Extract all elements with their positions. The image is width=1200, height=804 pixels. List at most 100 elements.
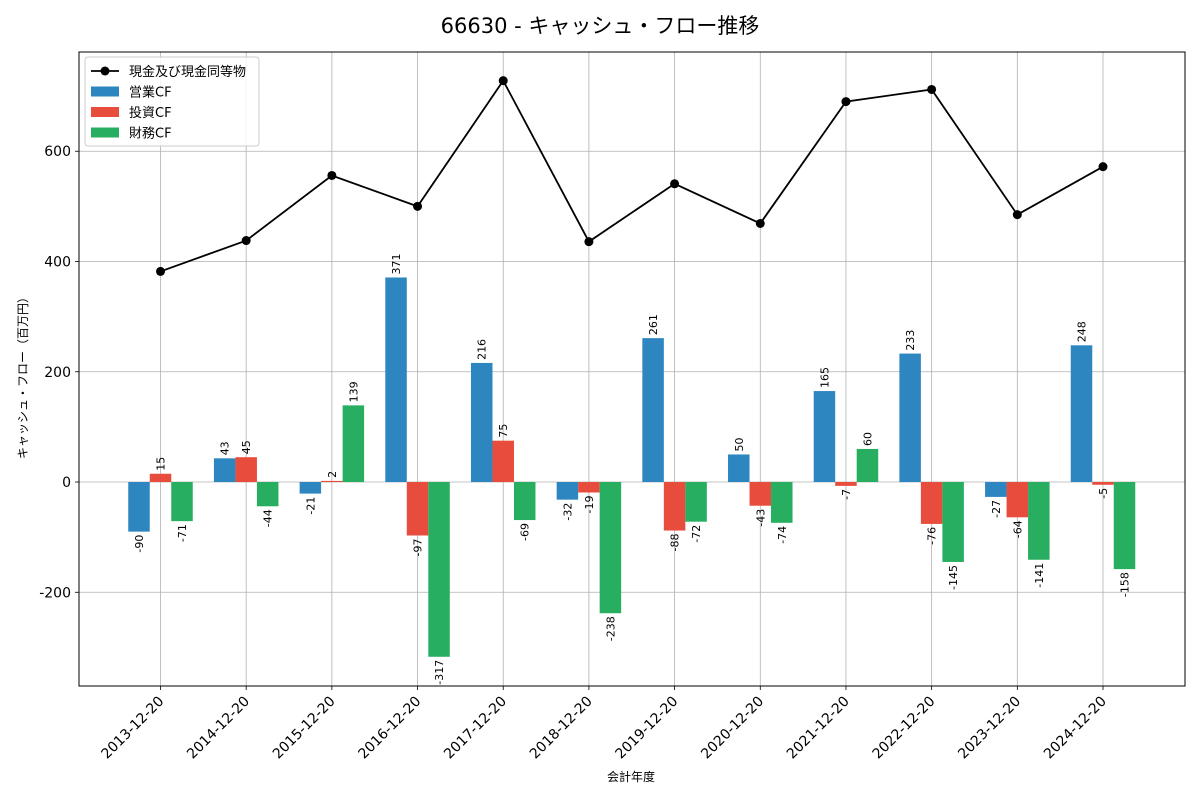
bar-operating-cf	[556, 482, 579, 500]
y-tick-label: 600	[44, 144, 71, 160]
x-tick-label: 2021-12-20	[784, 694, 853, 763]
bar-value-label: -97	[412, 538, 425, 556]
bar-value-label: -238	[604, 616, 617, 641]
bar-operating-cf	[985, 482, 1007, 497]
bar-investing-cf	[492, 440, 514, 483]
cash-line-point	[1098, 162, 1108, 172]
y-axis-label: キャッシュ・フロー（百万円）	[16, 291, 30, 459]
y-tick-label: 200	[44, 365, 71, 381]
bar-investing-cf	[406, 482, 429, 536]
bar-value-label: -5	[1097, 488, 1110, 499]
x-tick-label: 2023-12-20	[955, 694, 1024, 763]
bar-financing-cf	[513, 482, 536, 521]
chart-title: 66630 - キャッシュ・フロー推移	[441, 14, 760, 38]
bar-operating-cf	[813, 391, 836, 483]
bar-value-label: -141	[1033, 563, 1046, 588]
x-tick-label: 2015-12-20	[270, 694, 339, 763]
bar-value-label: 2	[326, 471, 339, 478]
bar-value-label: -7	[840, 489, 853, 500]
x-tick-label: 2016-12-20	[356, 694, 425, 763]
cash-line-point	[241, 236, 251, 246]
bar-financing-cf	[171, 482, 193, 522]
cash-line-point	[755, 218, 765, 228]
bar-value-label: -145	[947, 565, 960, 590]
bar-financing-cf	[856, 448, 879, 483]
x-tick-label: 2022-12-20	[870, 694, 939, 763]
bar-financing-cf	[342, 405, 365, 483]
bar-financing-cf	[599, 482, 622, 614]
legend-bar-swatch	[91, 127, 119, 138]
bar-value-label: -27	[990, 500, 1003, 518]
bar-financing-cf	[428, 482, 450, 657]
y-tick-label: -200	[39, 585, 71, 601]
bar-operating-cf	[728, 454, 750, 483]
x-tick-label: 2020-12-20	[698, 694, 767, 763]
bar-investing-cf	[235, 457, 257, 483]
bar-value-label: -90	[133, 535, 146, 553]
bar-value-label: -32	[561, 503, 574, 521]
x-tick-label: 2018-12-20	[527, 694, 596, 763]
cash-line-point	[498, 76, 508, 86]
legend-bar-swatch	[91, 107, 119, 117]
bar-value-label: -72	[690, 525, 703, 543]
bar-value-label: 216	[476, 339, 489, 360]
bar-financing-cf	[771, 482, 793, 523]
bar-value-label: 43	[219, 441, 232, 455]
bar-financing-cf	[256, 482, 279, 507]
cash-line-point	[670, 179, 680, 189]
bar-value-label: -44	[262, 509, 275, 527]
x-axis-label: 会計年度	[607, 769, 655, 784]
legend-label: 現金及び現金同等物	[129, 64, 246, 80]
bar-value-label: -158	[1119, 572, 1132, 597]
bar-operating-cf	[470, 362, 493, 483]
bar-financing-cf	[1028, 482, 1050, 560]
bar-value-label: 261	[647, 314, 660, 335]
bar-investing-cf	[663, 482, 686, 531]
x-tick-label: 2024-12-20	[1041, 694, 1110, 763]
bar-value-label: -317	[433, 660, 446, 685]
bar-value-label: 165	[818, 367, 831, 388]
bar-value-label: -43	[754, 509, 767, 527]
cash-line-point	[927, 84, 937, 94]
x-tick-label: 2013-12-20	[98, 694, 167, 763]
bar-financing-cf	[685, 482, 707, 522]
bar-investing-cf	[920, 482, 943, 524]
bar-operating-cf	[128, 482, 150, 532]
bar-financing-cf	[942, 482, 964, 562]
bar-value-label: -74	[776, 526, 789, 544]
bar-value-label: -69	[519, 523, 532, 541]
legend-bar-swatch	[91, 86, 119, 97]
bar-value-label: 50	[733, 437, 746, 451]
cash-line-point	[413, 201, 423, 211]
bar-investing-cf	[1006, 482, 1029, 518]
bar-value-label: 248	[1076, 321, 1089, 342]
y-tick-label: 0	[62, 475, 71, 491]
axes: -200 0 200 400 600 2013-12-20 2014-12-20 2015-1…	[39, 144, 1110, 762]
bar-investing-cf	[749, 482, 772, 506]
x-tick-label: 2019-12-20	[613, 694, 682, 763]
plot-frame	[78, 51, 1186, 687]
bar-value-label: -71	[176, 524, 189, 542]
bar-value-label: -64	[1011, 520, 1024, 538]
bar-value-label: 75	[497, 424, 510, 438]
bar-operating-cf	[642, 338, 664, 483]
x-tick-label: 2014-12-20	[184, 694, 253, 763]
bar-operating-cf	[299, 482, 322, 494]
bar-operating-cf	[385, 277, 407, 483]
bar-value-label: 233	[904, 330, 917, 351]
bar-value-label: -21	[304, 497, 317, 515]
cash-line-point	[841, 97, 851, 107]
bar-value-label: -88	[669, 534, 682, 552]
bar-investing-cf	[835, 482, 857, 486]
bar-investing-cf	[578, 482, 600, 493]
cash-line-point	[584, 237, 594, 247]
y-tick-label: 400	[44, 254, 71, 270]
bar-value-label: 60	[861, 432, 874, 446]
legend-label: 投資CF	[129, 105, 172, 121]
bar-value-label: 139	[347, 381, 360, 402]
cash-line-point	[327, 170, 337, 180]
legend-label: 営業CF	[129, 85, 172, 101]
